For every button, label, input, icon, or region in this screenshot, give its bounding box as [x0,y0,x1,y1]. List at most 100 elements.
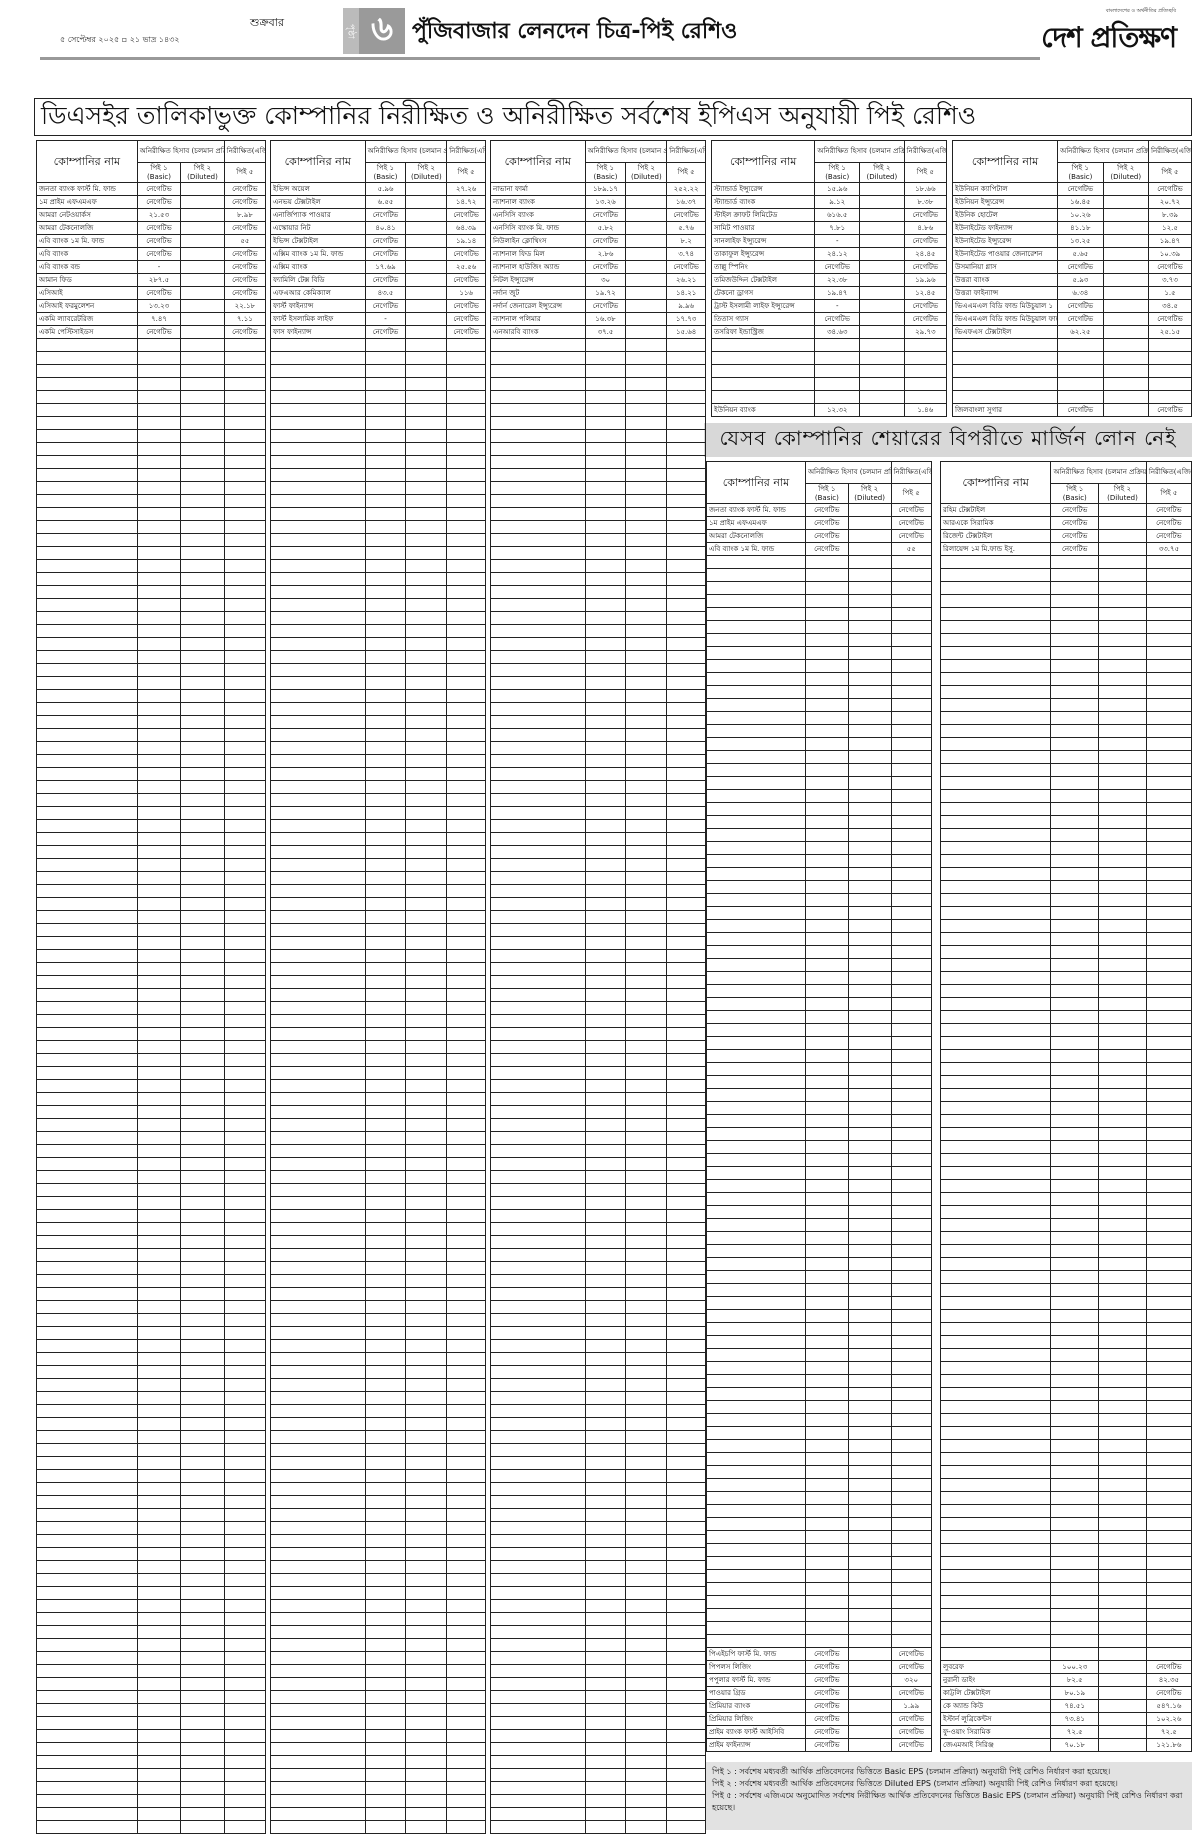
pe5-value [890,1504,932,1518]
pe5-value [1145,1088,1192,1102]
pe5-value [1145,997,1192,1011]
table-row [706,932,932,946]
pe1-value [136,819,182,833]
pe5-value [223,1664,266,1678]
company-name [270,624,366,638]
pe1-value [364,533,407,547]
company-name [706,555,806,569]
pe1-value [136,533,182,547]
table-row [490,1807,706,1821]
table-row: ইউনিয়ন ব্যাংক ১২.৩২ ১.৪৬ [711,403,947,417]
table-row [490,1547,706,1561]
pe1-value [364,442,407,456]
company-name [490,390,586,404]
pe2-value [1098,1101,1147,1115]
pe5-value [890,1179,932,1193]
company-name [36,507,138,521]
pe5-value [890,1309,932,1323]
table-row [36,1560,266,1574]
pe5-value [1145,1075,1192,1089]
table-row [36,1716,266,1730]
pe5-value [446,598,486,612]
table-row [36,494,266,508]
company-name [36,1027,138,1041]
pe5-value [223,1235,266,1249]
pe2-value [405,520,448,534]
company-name [706,1426,806,1440]
pe5-value: ১৭.৭৩ [666,312,706,326]
pe1-value [136,1027,182,1041]
pe1-value [814,377,861,391]
pe2-value [847,789,892,803]
table-row [490,1599,706,1613]
pe2-value [405,1001,448,1015]
pe2-value [847,1023,892,1037]
table-row [36,1690,266,1704]
table-row [490,1014,706,1028]
pe2-value [625,1755,668,1769]
company-name [490,1300,586,1314]
pe5-value [446,1001,486,1015]
company-name [270,1625,366,1639]
pe1-value [584,1443,627,1457]
pe2-value [625,1768,668,1782]
pe1-value [364,1677,407,1691]
pe2-value [625,520,668,534]
table-row [706,1413,932,1427]
table-row [36,1170,266,1184]
company-name [270,611,366,625]
table-row [36,689,266,703]
table-row [940,1439,1192,1453]
pe2-value [847,763,892,777]
company-name [940,789,1052,803]
company-name [270,1417,366,1431]
pe1-value: নেগেটিভ [814,260,861,274]
pe1-value [364,884,407,898]
pe2-value [405,780,448,794]
pe5-value [223,1261,266,1275]
table-row [36,1469,266,1483]
company-name [940,633,1052,647]
pe1-value [364,1391,407,1405]
pe1-value [584,429,627,443]
pe5-value [1145,1608,1192,1622]
pe2-value [180,676,225,690]
pe1-value [364,1261,407,1275]
company-name [940,1023,1052,1037]
table-row [270,1105,486,1119]
company-name [36,637,138,651]
table-row [940,1348,1192,1362]
pe5-value [446,1508,486,1522]
pe5-value [890,1439,932,1453]
pe2-value [180,1495,225,1509]
company-name [706,711,806,725]
table-row [490,546,706,560]
pe1-value [136,754,182,768]
company-name: এবি ব্যাংক বন্ড [36,260,138,274]
pe5-value: নেগেটিভ [223,325,266,339]
table-row [490,1729,706,1743]
pe1-value [584,1469,627,1483]
company-name: আমরা টেকনোলজি [36,221,138,235]
col-pe5: পিই ৫ [666,162,706,183]
table-row [270,481,486,495]
table-row [36,858,266,872]
pe2-value [180,1482,225,1496]
company-name [706,1504,806,1518]
table-row: কে অ্যান্ড কিউ ৭৪.৫১ ৫৪৭.১৬ [940,1699,1192,1713]
company-name [706,1270,806,1284]
pe1-value [1050,711,1100,725]
pe1-value [584,845,627,859]
table-row [490,1664,706,1678]
pe1-value [1050,1088,1100,1102]
table-row: প্রাইম ফাইন্যান্স নেগেটিভ নেগেটিভ [706,1738,932,1752]
pe1-value [584,1768,627,1782]
company-name [36,1183,138,1197]
margin-loan-title: যেসব কোম্পানির শেয়ারের বিপরীতে মার্জিন … [704,423,1192,457]
table-row [270,780,486,794]
table-row [706,607,932,621]
pe1-value [136,832,182,846]
table-row [270,351,486,365]
pe5-value [446,1664,486,1678]
table-row [270,1781,486,1795]
